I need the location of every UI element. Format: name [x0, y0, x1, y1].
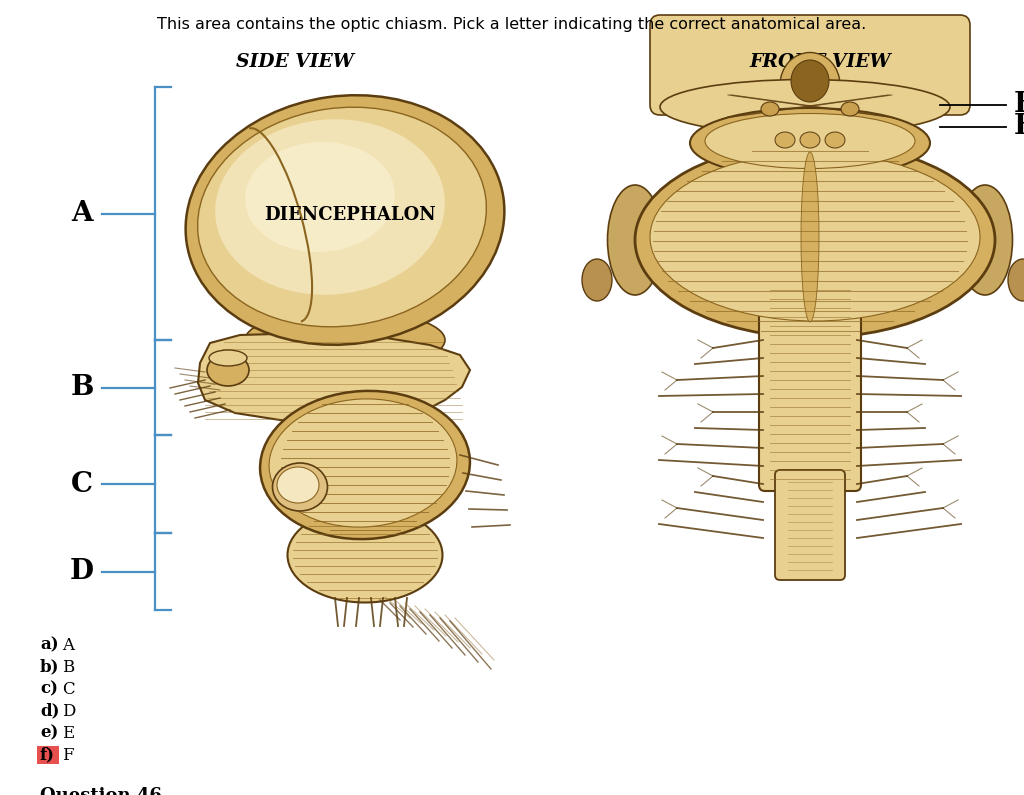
Ellipse shape	[582, 259, 612, 301]
Text: A: A	[62, 637, 74, 653]
Ellipse shape	[245, 310, 445, 370]
Ellipse shape	[215, 119, 444, 295]
Text: c): c)	[40, 681, 58, 697]
Text: F: F	[1014, 114, 1024, 141]
Ellipse shape	[207, 354, 249, 386]
Text: d): d)	[40, 703, 59, 719]
Text: e): e)	[40, 724, 58, 742]
Text: F: F	[62, 747, 74, 763]
PathPatch shape	[198, 333, 470, 423]
Text: B: B	[71, 374, 93, 401]
Ellipse shape	[288, 507, 442, 603]
Text: DIENCEPHALON: DIENCEPHALON	[264, 206, 436, 224]
Text: FRONT VIEW: FRONT VIEW	[750, 53, 891, 71]
Ellipse shape	[791, 60, 829, 102]
Ellipse shape	[260, 391, 470, 539]
Text: This area contains the optic chiasm. Pick a letter indicating the correct anatom: This area contains the optic chiasm. Pic…	[158, 17, 866, 32]
Ellipse shape	[800, 132, 820, 148]
Text: Question 46: Question 46	[40, 787, 162, 795]
Ellipse shape	[825, 132, 845, 148]
Ellipse shape	[269, 399, 457, 527]
Ellipse shape	[272, 463, 328, 511]
Text: E: E	[62, 724, 75, 742]
Ellipse shape	[635, 142, 995, 338]
Text: b): b)	[40, 658, 59, 676]
Ellipse shape	[690, 108, 930, 178]
Text: B: B	[62, 658, 75, 676]
Ellipse shape	[841, 102, 859, 116]
Text: E: E	[1014, 91, 1024, 118]
Text: C: C	[71, 471, 93, 498]
Ellipse shape	[1008, 259, 1024, 301]
FancyBboxPatch shape	[37, 746, 59, 764]
Ellipse shape	[780, 52, 840, 118]
Text: D: D	[70, 558, 94, 585]
Ellipse shape	[209, 350, 247, 366]
Ellipse shape	[775, 132, 795, 148]
Text: a): a)	[40, 637, 58, 653]
Text: D: D	[62, 703, 76, 719]
Text: A: A	[72, 200, 93, 227]
Ellipse shape	[185, 95, 505, 345]
Text: C: C	[62, 681, 75, 697]
Ellipse shape	[650, 153, 980, 321]
Ellipse shape	[761, 102, 779, 116]
Ellipse shape	[245, 142, 395, 252]
Ellipse shape	[801, 152, 819, 322]
Text: SIDE VIEW: SIDE VIEW	[237, 53, 354, 71]
Ellipse shape	[957, 185, 1013, 295]
Ellipse shape	[705, 114, 915, 169]
Ellipse shape	[198, 107, 486, 327]
FancyBboxPatch shape	[759, 279, 861, 491]
FancyBboxPatch shape	[775, 470, 845, 580]
Ellipse shape	[278, 467, 319, 503]
Text: f): f)	[40, 747, 55, 763]
FancyBboxPatch shape	[650, 15, 970, 115]
Ellipse shape	[607, 185, 663, 295]
Ellipse shape	[660, 80, 950, 134]
